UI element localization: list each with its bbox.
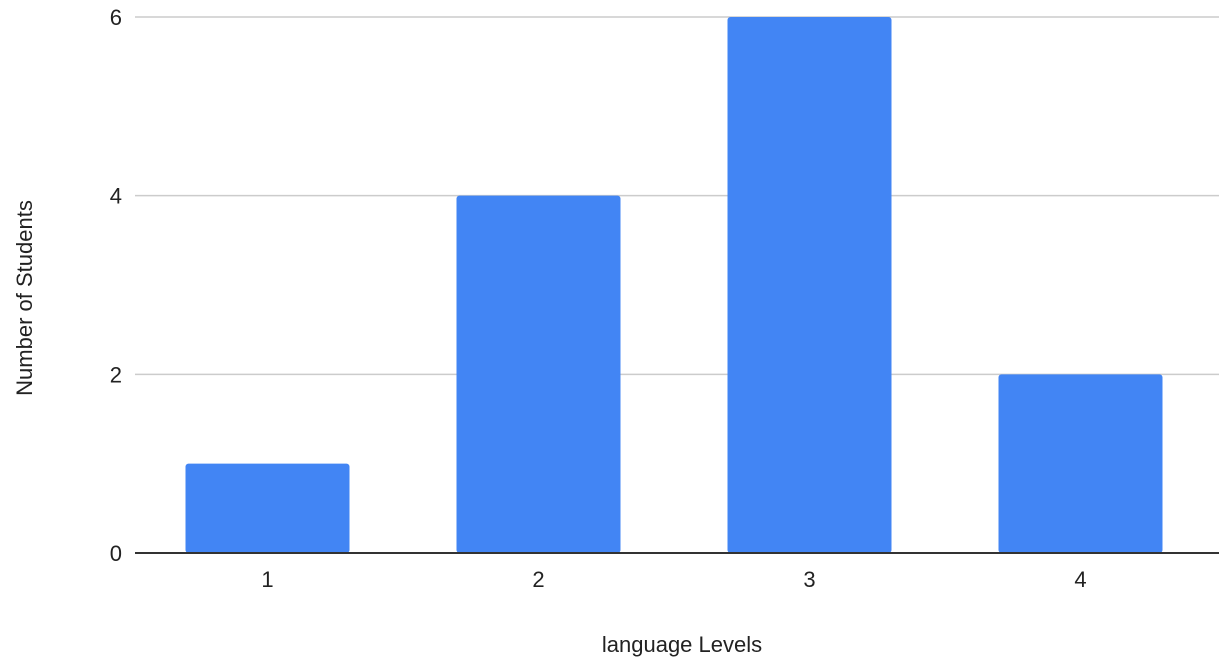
gridlines — [135, 16, 1219, 376]
x-tick-label-4: 4 — [1074, 567, 1086, 592]
x-tick-label-3: 3 — [803, 567, 815, 592]
x-tick-label-2: 2 — [532, 567, 544, 592]
y-tick-label-6: 6 — [110, 5, 122, 30]
y-tick-label-4: 4 — [110, 184, 122, 209]
bar-1 — [185, 463, 350, 553]
bar-2 — [456, 195, 621, 553]
x-tick-label-1: 1 — [261, 567, 273, 592]
x-axis-ticks: 1 2 3 4 — [261, 567, 1086, 592]
y-axis-title: Number of Students — [12, 200, 37, 396]
x-axis-title: language Levels — [602, 632, 762, 657]
y-tick-label-0: 0 — [110, 541, 122, 566]
y-tick-label-2: 2 — [110, 362, 122, 387]
bars — [185, 17, 1163, 553]
bar-4 — [998, 374, 1163, 553]
y-axis-ticks: 0 2 4 6 — [110, 5, 122, 566]
bar-3 — [727, 17, 892, 553]
